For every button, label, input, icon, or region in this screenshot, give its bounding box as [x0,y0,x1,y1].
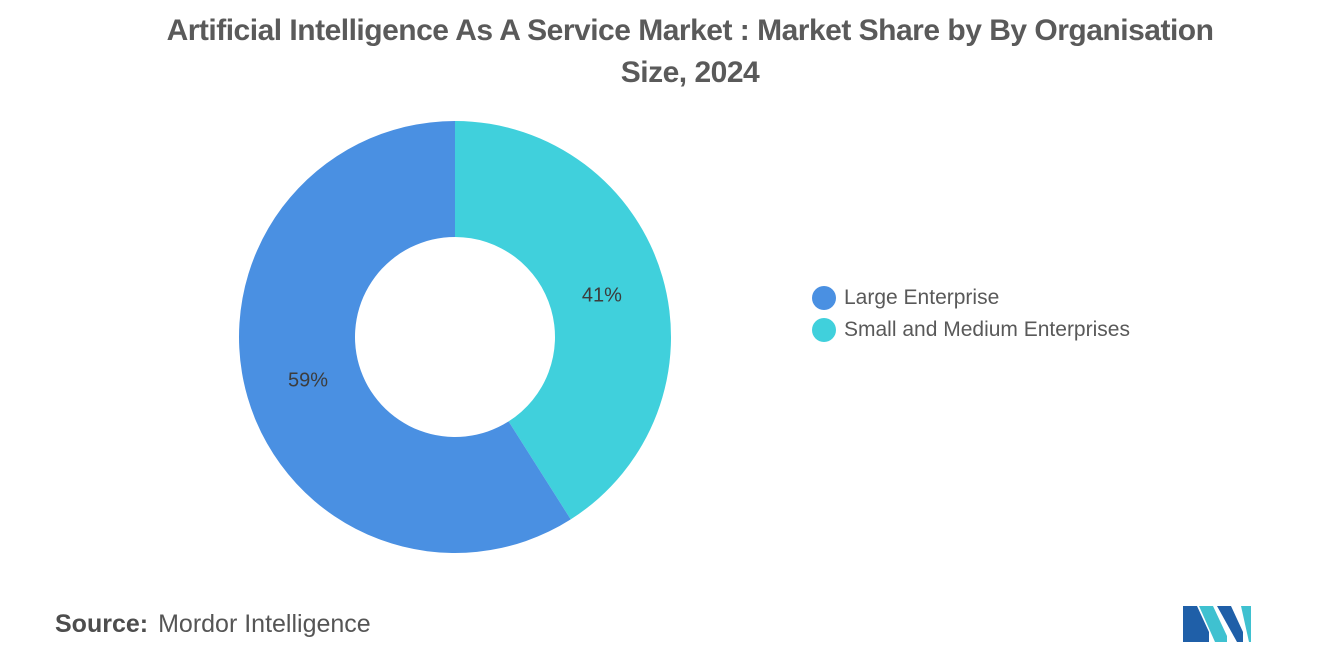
legend-swatch [812,318,836,342]
source-label: Source: [55,610,149,638]
donut-chart: 41% 59% [238,121,671,553]
source-value: Mordor Intelligence [158,610,371,638]
legend-swatch [812,286,836,310]
donut-slice-small-and-medium-enterprises [455,121,671,520]
source-note: Source: Mordor Intelligence [55,610,371,639]
data-label-large-enterprise: 59% [288,370,328,392]
legend-label: Large Enterprise [844,286,1000,309]
chart-legend: Large Enterprise Small and Medium Enterpr… [812,282,1130,346]
data-label-small-and-medium-enterprises: 41% [582,284,622,306]
chart-title: Artificial Intelligence As A Service Mar… [166,14,1214,89]
legend-item: Large Enterprise [812,282,1130,314]
donut-slice-large-enterprise [238,121,571,553]
legend-item: Small and Medium Enterprises [812,314,1130,346]
mordor-intelligence-logo-icon [1183,606,1251,642]
legend-label: Small and Medium Enterprises [844,318,1130,341]
